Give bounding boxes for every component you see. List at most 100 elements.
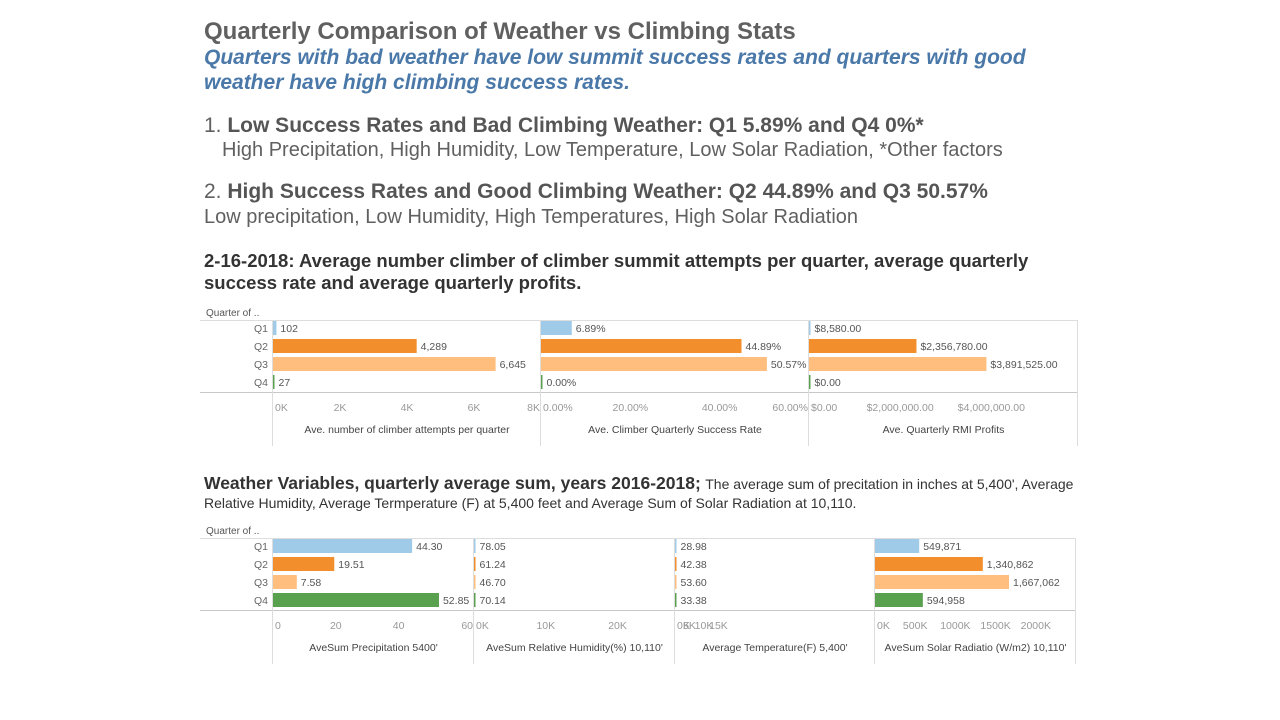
weather-avesum-solar-radiatio-w-m2-10-110-tick-label: 1500K: [980, 620, 1010, 632]
weather-avesum-relative-humidity-10-110-value-label-q1: 78.05: [480, 541, 506, 553]
weather-variables-chart: Quarter of .. Q1 Q2 Q3 Q4 44.30 19.51 7.58 52.85…: [200, 526, 1076, 664]
weather-avesum-solar-radiatio-w-m2-10-110-value-label-q2: 1,340,862: [987, 559, 1034, 571]
weather-average-temperature-f-5-400-tick-label: 10K: [695, 620, 714, 632]
point-1-heading: 1. Low Success Rates and Bad Climbing We…: [204, 114, 924, 138]
climbing-ave-number-of-climber-attempts-per-quarter-bar-q4: [273, 375, 275, 389]
climbing-ave-number-of-climber-attempts-per-quarter-value-label-q2: 4,289: [421, 341, 447, 353]
point-1-number: 1.: [204, 114, 222, 137]
weather-section-title-bold: Weather Variables, quarterly average sum…: [204, 473, 701, 493]
weather-avesum-precipitation-5400-bar-q3: [273, 575, 297, 589]
page-subtitle: Quarters with bad weather have low summi…: [204, 46, 1026, 94]
weather-avesum-solar-radiatio-w-m2-10-110-bar-q2: [875, 557, 983, 571]
weather-avesum-relative-humidity-10-110-tick-label: 0K: [476, 620, 489, 632]
weather-row-header: Quarter of ..: [206, 526, 259, 537]
weather-avesum-solar-radiatio-w-m2-10-110-axis-title: AveSum Solar Radiatio (W/m2) 10,110': [885, 642, 1067, 654]
climbing-ave-number-of-climber-attempts-per-quarter-bar-q2: [273, 339, 417, 353]
weather-category-q3: Q3: [254, 577, 268, 589]
climbing-ave-number-of-climber-attempts-per-quarter-tick-label: 0K: [275, 402, 288, 414]
climbing-ave-climber-quarterly-success-rate-value-label-q1: 6.89%: [576, 323, 606, 335]
climbing-ave-climber-quarterly-success-rate-tick-label: 0.00%: [543, 402, 573, 414]
weather-section-title-detail: The average sum of precitation in inches…: [204, 476, 1074, 511]
weather-average-temperature-f-5-400-value-label-q1: 28.98: [681, 541, 707, 553]
climbing-category-q3: Q3: [254, 359, 268, 371]
point-2-detail: Low precipitation, Low Humidity, High Te…: [204, 206, 859, 228]
weather-average-temperature-f-5-400-axis-title: Average Temperature(F) 5,400': [702, 642, 847, 654]
weather-avesum-precipitation-5400-tick-label: 60: [461, 620, 473, 632]
climbing-section-title: 2-16-2018: Average number climber of cli…: [204, 250, 1029, 293]
climbing-ave-number-of-climber-attempts-per-quarter-tick-label: 4K: [401, 402, 414, 414]
weather-average-temperature-f-5-400-value-label-q4: 33.38: [681, 595, 707, 607]
weather-avesum-precipitation-5400-value-label-q1: 44.30: [416, 541, 442, 553]
weather-avesum-precipitation-5400-bar-q4: [273, 593, 439, 607]
weather-average-temperature-f-5-400-bar-q2: [675, 557, 677, 571]
weather-avesum-relative-humidity-10-110-value-label-q3: 46.70: [480, 577, 506, 589]
climbing-ave-quarterly-rmi-profits-bar-q4: [809, 375, 811, 389]
climbing-ave-climber-quarterly-success-rate-bar-q3: [541, 357, 767, 371]
weather-avesum-solar-radiatio-w-m2-10-110-value-label-q1: 549,871: [923, 541, 961, 553]
weather-avesum-precipitation-5400-value-label-q2: 19.51: [338, 559, 364, 571]
climbing-ave-climber-quarterly-success-rate-axis-title: Ave. Climber Quarterly Success Rate: [588, 424, 762, 436]
climbing-ave-number-of-climber-attempts-per-quarter-bar-q1: [273, 321, 277, 335]
weather-section-title: Weather Variables, quarterly average sum…: [204, 474, 1084, 513]
climbing-ave-quarterly-rmi-profits-tick-label: $0.00: [811, 402, 837, 414]
weather-average-temperature-f-5-400-bar-q4: [675, 593, 677, 607]
climbing-ave-number-of-climber-attempts-per-quarter-tick-label: 8K: [527, 402, 540, 414]
point-2-number: 2.: [204, 180, 222, 203]
climbing-ave-climber-quarterly-success-rate-tick-label: 40.00%: [702, 402, 738, 414]
climbing-ave-number-of-climber-attempts-per-quarter-value-label-q4: 27: [279, 377, 291, 389]
weather-avesum-precipitation-5400-value-label-q3: 7.58: [301, 577, 322, 589]
point-2-heading: 2. High Success Rates and Good Climbing …: [204, 180, 988, 204]
page-title: Quarterly Comparison of Weather vs Climb…: [204, 18, 796, 45]
climbing-ave-climber-quarterly-success-rate-tick-label: 60.00%: [772, 402, 808, 414]
climbing-ave-number-of-climber-attempts-per-quarter-bar-q3: [273, 357, 496, 371]
weather-avesum-relative-humidity-10-110-axis-title: AveSum Relative Humidity(%) 10,110': [486, 642, 663, 654]
weather-avesum-precipitation-5400-tick-label: 20: [330, 620, 342, 632]
weather-average-temperature-f-5-400-bar-q3: [675, 575, 677, 589]
climbing-ave-quarterly-rmi-profits-bar-q3: [809, 357, 987, 371]
weather-avesum-precipitation-5400-tick-label: 0: [275, 620, 281, 632]
climbing-row-header: Quarter of ..: [206, 308, 259, 319]
climbing-ave-climber-quarterly-success-rate-value-label-q3: 50.57%: [771, 359, 807, 371]
climbing-ave-quarterly-rmi-profits-tick-label: $4,000,000.00: [958, 402, 1025, 414]
weather-avesum-solar-radiatio-w-m2-10-110-bar-q4: [875, 593, 923, 607]
climbing-category-q2: Q2: [254, 341, 268, 353]
climbing-ave-climber-quarterly-success-rate-bar-q4: [541, 375, 543, 389]
climbing-ave-number-of-climber-attempts-per-quarter-tick-label: 6K: [468, 402, 481, 414]
weather-average-temperature-f-5-400-tick-label: 0K: [677, 620, 690, 632]
climbing-ave-number-of-climber-attempts-per-quarter-value-label-q1: 102: [280, 323, 298, 335]
weather-avesum-relative-humidity-10-110-bar-q1: [474, 539, 476, 553]
climbing-stats-chart: Quarter of .. Q1 Q2 Q3 Q4 102 4,289 6,645 27 0K 2K…: [200, 308, 1078, 446]
weather-avesum-solar-radiatio-w-m2-10-110-bar-q3: [875, 575, 1010, 589]
weather-avesum-precipitation-5400-bar-q2: [273, 557, 335, 571]
climbing-ave-climber-quarterly-success-rate-bar-q2: [541, 339, 742, 353]
weather-avesum-solar-radiatio-w-m2-10-110-tick-label: 1000K: [940, 620, 970, 632]
climbing-ave-quarterly-rmi-profits-axis-title: Ave. Quarterly RMI Profits: [883, 424, 1005, 436]
weather-avesum-relative-humidity-10-110-value-label-q4: 70.14: [480, 595, 506, 607]
weather-average-temperature-f-5-400-bar-q1: [675, 539, 677, 553]
climbing-ave-climber-quarterly-success-rate-bar-q1: [541, 321, 572, 335]
point-1-detail: High Precipitation, High Humidity, Low T…: [222, 139, 1003, 161]
weather-avesum-solar-radiatio-w-m2-10-110-value-label-q3: 1,667,062: [1013, 577, 1060, 589]
weather-avesum-precipitation-5400-tick-label: 40: [393, 620, 405, 632]
climbing-category-q4: Q4: [254, 377, 268, 389]
weather-average-temperature-f-5-400-value-label-q3: 53.60: [681, 577, 707, 589]
weather-average-temperature-f-5-400-value-label-q2: 42.38: [681, 559, 707, 571]
point-1-text: Low Success Rates and Bad Climbing Weath…: [227, 114, 924, 137]
weather-category-q2: Q2: [254, 559, 268, 571]
weather-avesum-relative-humidity-10-110-bar-q2: [474, 557, 476, 571]
weather-avesum-relative-humidity-10-110-tick-label: 20K: [608, 620, 627, 632]
climbing-ave-quarterly-rmi-profits-bar-q1: [809, 321, 811, 335]
climbing-ave-climber-quarterly-success-rate-value-label-q2: 44.89%: [746, 341, 782, 353]
weather-avesum-relative-humidity-10-110-bar-q3: [474, 575, 476, 589]
climbing-ave-climber-quarterly-success-rate-tick-label: 20.00%: [613, 402, 649, 414]
weather-avesum-solar-radiatio-w-m2-10-110-tick-label: 2000K: [1021, 620, 1051, 632]
point-2-text: High Success Rates and Good Climbing Wea…: [227, 180, 988, 203]
weather-category-q1: Q1: [254, 541, 268, 553]
weather-avesum-solar-radiatio-w-m2-10-110-tick-label: 0K: [877, 620, 890, 632]
weather-avesum-relative-humidity-10-110-tick-label: 10K: [536, 620, 555, 632]
climbing-ave-number-of-climber-attempts-per-quarter-tick-label: 2K: [334, 402, 347, 414]
weather-avesum-solar-radiatio-w-m2-10-110-value-label-q4: 594,958: [927, 595, 965, 607]
weather-average-temperature-f-5-400-tick-label: 15K: [709, 620, 728, 632]
climbing-ave-quarterly-rmi-profits-value-label-q3: $3,891,525.00: [990, 359, 1057, 371]
weather-avesum-relative-humidity-10-110-bar-q4: [474, 593, 476, 607]
